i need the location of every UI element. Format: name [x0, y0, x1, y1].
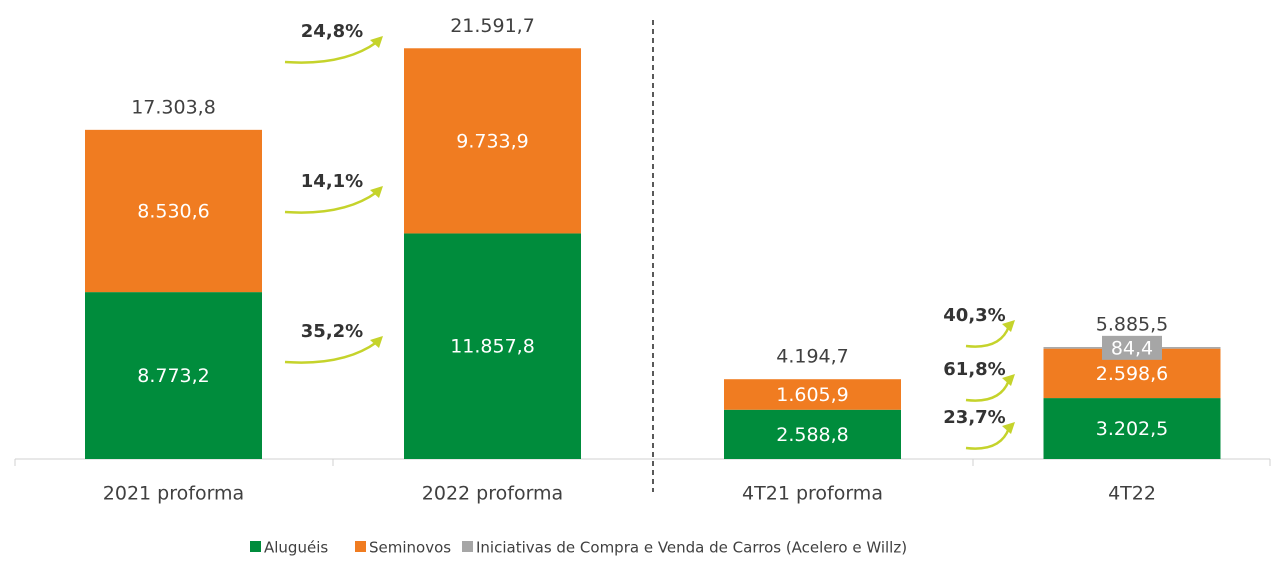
arrow-head: [1002, 320, 1015, 332]
growth-arrow: [284, 190, 378, 214]
axis-ticks: [14, 459, 1271, 466]
total-label: 5.885,5: [1096, 314, 1169, 336]
growth-arrow: [965, 325, 1011, 348]
value-label: 2.598,6: [1096, 363, 1169, 385]
value-label: 2.588,8: [776, 424, 849, 446]
value-label: 8.773,2: [137, 365, 210, 387]
value-label: 11.857,8: [450, 336, 535, 358]
bar-segment: [1043, 398, 1221, 459]
bar-segment: [404, 48, 581, 234]
legend-label: Seminovos: [369, 539, 451, 557]
arrow-head: [370, 336, 383, 348]
value-label: 3.202,5: [1096, 418, 1169, 440]
total-label: 21.591,7: [450, 15, 535, 37]
value-label: 1.605,9: [776, 384, 849, 406]
legend-label: Aluguéis: [264, 539, 328, 557]
legend-swatch: [355, 541, 366, 552]
growth-arrow: [965, 427, 1011, 450]
arrow-head: [1002, 422, 1015, 434]
legend-label: Iniciativas de Compra e Venda de Carros …: [476, 539, 907, 557]
x-tick-label: 4T22: [1108, 483, 1156, 505]
growth-label: 35,2%: [301, 321, 363, 342]
legend-swatch: [462, 541, 473, 552]
total-label: 17.303,8: [131, 96, 216, 118]
value-label: 84,4: [1111, 337, 1153, 359]
growth-label: 40,3%: [943, 305, 1005, 326]
x-tick-label: 2021 proforma: [103, 483, 244, 505]
bar-segment: [85, 292, 262, 459]
growth-arrow: [284, 340, 378, 364]
bar-segment: [724, 409, 901, 459]
arrow-head: [370, 186, 383, 198]
label-box: [1102, 335, 1162, 360]
growth-label: 61,8%: [943, 359, 1005, 380]
arrow-head: [370, 36, 383, 48]
bar-segment: [404, 233, 581, 459]
growth-arrow: [965, 379, 1011, 402]
x-tick-label: 2022 proforma: [422, 483, 563, 505]
value-label: 8.530,6: [137, 200, 210, 222]
value-label: 9.733,9: [456, 130, 529, 152]
growth-arrow: [284, 40, 378, 64]
bar-segment: [724, 379, 901, 410]
total-label: 4.194,7: [776, 346, 849, 368]
growth-label: 24,8%: [301, 21, 363, 42]
growth-label: 14,1%: [301, 171, 363, 192]
bar-segment: [85, 129, 262, 293]
growth-label: 23,7%: [943, 407, 1005, 428]
legend-swatch: [250, 541, 261, 552]
x-tick-label: 4T21 proforma: [742, 483, 883, 505]
arrow-head: [1002, 374, 1015, 386]
